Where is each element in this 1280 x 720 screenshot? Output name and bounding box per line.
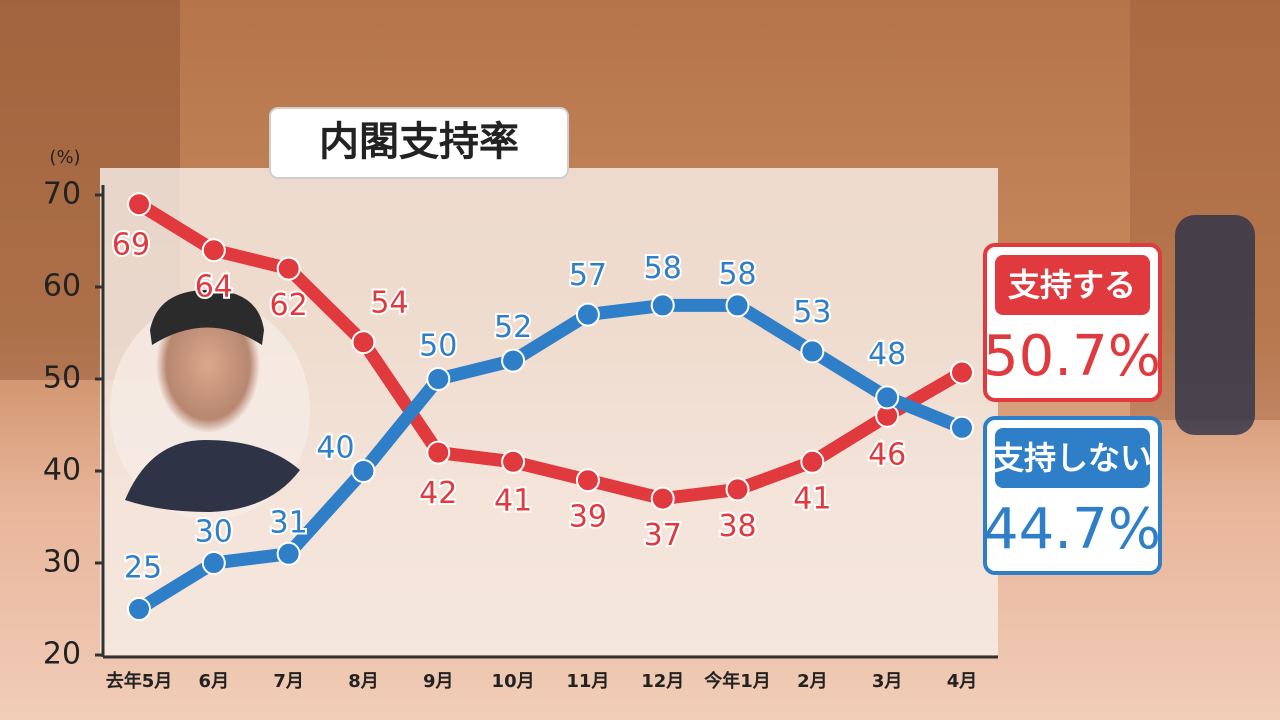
data-label: 42: [419, 476, 457, 511]
data-label: 38: [718, 509, 756, 544]
data-label: 40: [316, 431, 354, 466]
data-label: 53: [793, 295, 831, 330]
x-tick-label: 4月: [947, 671, 978, 692]
data-label: 25: [124, 551, 162, 586]
data-point: [351, 330, 376, 355]
data-label: 39: [569, 500, 607, 535]
legend-value: 50.7%: [983, 324, 1161, 389]
data-point: [725, 477, 750, 502]
data-point: [800, 339, 825, 364]
chart-title: 内閣支持率: [319, 119, 519, 165]
data-point: [575, 302, 600, 327]
series-line: [132, 298, 969, 616]
data-label: 64: [195, 270, 233, 305]
portrait-hair: [150, 290, 264, 345]
data-label: 41: [793, 481, 831, 516]
data-point: [351, 459, 376, 483]
y-tick-label: 60: [43, 269, 81, 304]
title-box: [269, 107, 569, 179]
data-point: [426, 367, 451, 391]
y-tick-label: 70: [43, 177, 81, 212]
x-tick-label: 10月: [492, 671, 535, 692]
data-point: [725, 293, 750, 318]
data-point: [426, 440, 451, 465]
data-label: 62: [270, 288, 308, 323]
data-point: [201, 238, 226, 263]
data-point: [650, 293, 675, 318]
data-label: 57: [569, 258, 607, 293]
y-tick-label: 40: [43, 453, 81, 488]
data-label: 58: [644, 251, 682, 286]
y-tick-label: 20: [43, 637, 81, 672]
data-point: [875, 385, 900, 410]
data-label: 48: [868, 337, 906, 372]
data-point: [650, 486, 675, 511]
data-label: 69: [112, 228, 150, 263]
data-label: 50: [419, 329, 457, 364]
x-tick-label: 今年1月: [704, 670, 771, 692]
legend-value: 44.7%: [983, 497, 1161, 562]
x-tick-label: 7月: [273, 671, 304, 692]
x-tick-label: 12月: [641, 671, 684, 692]
data-point: [276, 541, 301, 566]
data-point: [800, 449, 825, 474]
data-label: 58: [718, 257, 756, 292]
legend-label: 支持しない: [992, 439, 1152, 477]
series-line: [132, 197, 969, 506]
data-point: [501, 348, 526, 373]
legend-header: [995, 255, 1150, 315]
x-tick-label: 去年5月: [106, 670, 173, 692]
legend: 支持する 支持しない: [983, 243, 1162, 575]
portrait-suit: [125, 440, 300, 512]
x-tick-label: 2月: [797, 671, 828, 692]
data-point: [950, 360, 974, 385]
y-tick-label: 50: [43, 361, 81, 396]
data-point: [950, 415, 974, 440]
y-axis-unit: (%): [49, 147, 80, 168]
data-label: 37: [644, 518, 682, 553]
background-figure: [1175, 215, 1255, 435]
data-point: [575, 468, 600, 493]
data-point: [127, 192, 151, 217]
data-label: 46: [868, 437, 906, 472]
x-tick-label: 6月: [199, 671, 230, 692]
x-tick-label: 8月: [348, 671, 379, 692]
x-tick-label: 11月: [566, 671, 609, 692]
data-point: [127, 597, 151, 621]
data-point: [201, 551, 226, 575]
data-label: 54: [370, 286, 408, 321]
data-point: [276, 256, 301, 281]
y-tick-label: 30: [43, 545, 81, 580]
data-label: 31: [270, 505, 308, 540]
data-point: [501, 449, 526, 474]
data-label: 41: [494, 483, 532, 518]
data-label: 52: [494, 310, 532, 345]
x-tick-label: 3月: [872, 671, 903, 692]
legend-label: 支持する: [1008, 266, 1136, 304]
x-tick-label: 9月: [423, 671, 454, 692]
legend-header: [995, 428, 1150, 488]
data-label: 30: [195, 515, 233, 550]
